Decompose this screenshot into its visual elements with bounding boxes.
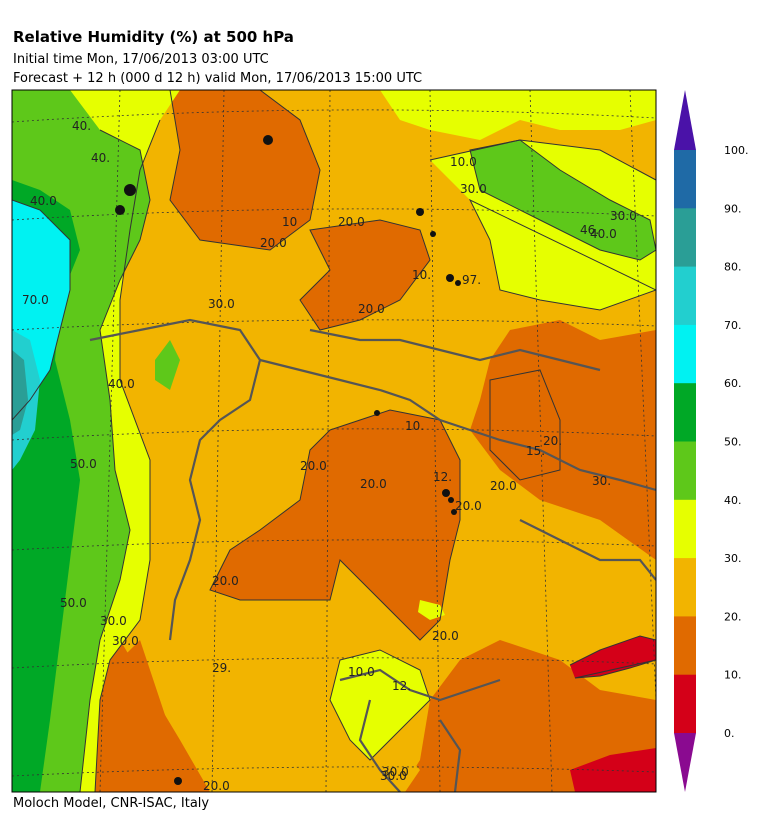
contour-label: 40.: [72, 119, 91, 133]
colorbar-segment: [674, 499, 696, 559]
contour-label: 40.0: [30, 194, 57, 208]
contour-label: 29.: [212, 661, 231, 675]
contour-label: 50.0: [60, 596, 87, 610]
contour-label: 10.0: [348, 665, 375, 679]
colorbar-segment: [674, 324, 696, 384]
colorbar-tick-label: 20.: [724, 610, 742, 623]
colorbar-segment: [674, 208, 696, 268]
colorbar: 100. 90. 80. 70. 60. 50. 40. 30. 20. 10. 0.: [674, 90, 749, 792]
colorbar-tick-label: 100.: [724, 144, 749, 157]
contour-label: 30.0: [460, 182, 487, 196]
contour-label: 20.0: [212, 574, 239, 588]
contour-label: 15.: [526, 444, 545, 458]
model-credit: Moloch Model, CNR-ISAC, Italy: [13, 796, 210, 811]
colorbar-tick-label: 40.: [724, 494, 742, 507]
colorbar-segment: [674, 150, 696, 209]
contour-label: 30.0: [610, 209, 637, 223]
colorbar-bottom-arrow: [674, 733, 696, 792]
contour-label: 30.: [592, 474, 611, 488]
contour-label: 40.: [91, 151, 110, 165]
contour-label: 20.0: [432, 629, 459, 643]
contour-label: 20.0: [260, 236, 287, 250]
colorbar-tick-label: 90.: [724, 202, 742, 215]
contour-label: 30.0: [112, 634, 139, 648]
colorbar-tick-label: 0.: [724, 727, 735, 740]
colorbar-segment: [674, 558, 696, 617]
contour-label: 10: [282, 215, 297, 229]
colorbar-tick-label: 70.: [724, 319, 742, 332]
forecast-valid-time: Forecast + 12 h (000 d 12 h) valid Mon, …: [13, 71, 423, 86]
contour-label: 20.0: [358, 302, 385, 316]
map-title: Relative Humidity (%) at 500 hPa: [13, 28, 294, 46]
contour-label: 20.0: [360, 477, 387, 491]
graticule: [12, 90, 656, 792]
contour-label: 10.0: [450, 155, 477, 169]
map-frame: [11, 89, 657, 793]
contour-label: 12.: [433, 470, 452, 484]
colorbar-segment: [674, 266, 696, 326]
colorbar-segment: [674, 441, 696, 501]
contour-label: 40.0: [590, 227, 617, 241]
contour-lines: [12, 90, 656, 792]
contour-labels: 40. 40. 40.0 70.0 40.0 50.0 50.0 30.0 30…: [22, 119, 637, 793]
contour-label: 40.0: [108, 377, 135, 391]
colorbar-segment: [674, 616, 696, 676]
colorbar-tick-label: 60.: [724, 377, 742, 390]
contour-label: 20.0: [203, 779, 230, 793]
colorbar-tick-label: 80.: [724, 261, 742, 274]
contour-label: 10.: [412, 268, 431, 282]
colorbar-segment: [674, 383, 696, 442]
humidity-field: 40. 40. 40.0 70.0 40.0 50.0 50.0 30.0 30…: [12, 90, 656, 793]
contour-label: 30.0: [382, 765, 409, 779]
contour-label: 20.0: [455, 499, 482, 513]
contour-label: 30.0: [208, 297, 235, 311]
colorbar-tick-label: 50.: [724, 436, 742, 449]
colorbar-segment: [674, 674, 696, 734]
contour-label: 46.: [580, 223, 599, 237]
contour-label: 30.0: [380, 769, 407, 783]
colorbar-top-arrow: [674, 90, 696, 150]
colorbar-tick-label: 30.: [724, 552, 742, 565]
contour-label: 20.: [543, 434, 562, 448]
contour-label: 50.0: [70, 457, 97, 471]
contour-label: 10.: [405, 419, 424, 433]
coastlines: [89, 318, 656, 792]
contour-label: 20.0: [300, 459, 327, 473]
contour-label: 20.0: [490, 479, 517, 493]
contour-label: 30.0: [100, 614, 127, 628]
colorbar-tick-label: 10.: [724, 669, 742, 682]
contour-label: 70.0: [22, 293, 49, 307]
moisture-cells: [115, 135, 461, 785]
contour-label: 97.: [462, 273, 481, 287]
contour-label: 12.: [392, 679, 411, 693]
initial-time: Initial time Mon, 17/06/2013 03:00 UTC: [13, 52, 269, 67]
contour-label: 20.0: [338, 215, 365, 229]
